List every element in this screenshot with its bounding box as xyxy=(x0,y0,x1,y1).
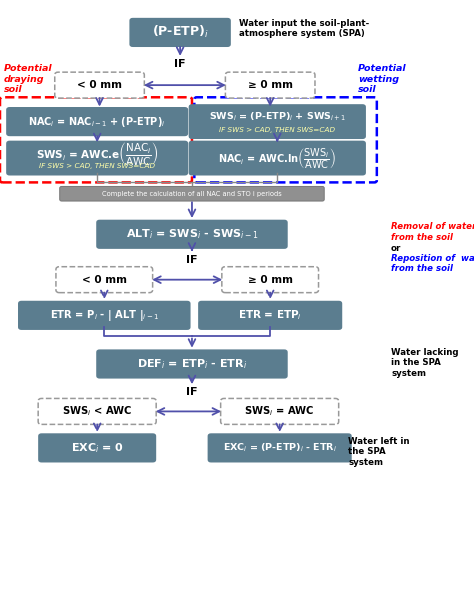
FancyBboxPatch shape xyxy=(6,140,188,176)
FancyBboxPatch shape xyxy=(18,301,191,330)
Text: ≥ 0 mm: ≥ 0 mm xyxy=(248,80,292,90)
FancyBboxPatch shape xyxy=(221,398,338,424)
Text: Complete the calculation of all NAC and STO i periods: Complete the calculation of all NAC and … xyxy=(102,191,282,197)
Text: EXC$_i$ = (P-ETP)$_i$ - ETR$_i$: EXC$_i$ = (P-ETP)$_i$ - ETR$_i$ xyxy=(223,441,337,454)
Text: NAC$_i$ = AWC.ln$\left(\dfrac{\mathrm{SWS}_i}{\mathrm{AWC}}\right)$: NAC$_i$ = AWC.ln$\left(\dfrac{\mathrm{SW… xyxy=(219,145,336,171)
FancyBboxPatch shape xyxy=(55,72,145,98)
Text: Potential
wetting
soil: Potential wetting soil xyxy=(358,64,407,94)
Text: IF: IF xyxy=(186,255,198,265)
Text: < 0 mm: < 0 mm xyxy=(77,80,122,90)
Text: Removal of water: Removal of water xyxy=(391,223,474,232)
Text: or: or xyxy=(391,244,401,252)
Text: ≥ 0 mm: ≥ 0 mm xyxy=(248,275,292,285)
Text: from the soil: from the soil xyxy=(391,233,453,241)
Text: DEF$_i$ = ETP$_i$ - ETR$_i$: DEF$_i$ = ETP$_i$ - ETR$_i$ xyxy=(137,357,247,371)
Text: Potential
draying
soil: Potential draying soil xyxy=(4,64,53,94)
Text: Water lacking
in the SPA
system: Water lacking in the SPA system xyxy=(391,348,458,378)
FancyBboxPatch shape xyxy=(129,18,231,47)
Text: SWS$_i$ = AWC: SWS$_i$ = AWC xyxy=(245,404,315,418)
FancyBboxPatch shape xyxy=(222,267,319,292)
FancyBboxPatch shape xyxy=(96,350,288,379)
Text: IF: IF xyxy=(186,387,198,398)
Text: Water left in
the SPA
system: Water left in the SPA system xyxy=(348,437,410,467)
Text: SWS$_i$ = AWC.e$\left(\dfrac{\mathrm{NAC}_i}{\mathrm{AWC}}\right)$: SWS$_i$ = AWC.e$\left(\dfrac{\mathrm{NAC… xyxy=(36,140,158,167)
FancyBboxPatch shape xyxy=(60,187,324,201)
FancyBboxPatch shape xyxy=(6,107,188,136)
Text: SWS$_i$ < AWC: SWS$_i$ < AWC xyxy=(62,404,132,418)
Text: Reposition of  water: Reposition of water xyxy=(391,254,474,263)
Text: IF: IF xyxy=(174,59,186,69)
FancyBboxPatch shape xyxy=(208,434,352,463)
FancyBboxPatch shape xyxy=(198,301,342,330)
FancyBboxPatch shape xyxy=(189,140,366,176)
Text: SWS$_i$ = (P-ETP)$_i$ + SWS$_{i+1}$: SWS$_i$ = (P-ETP)$_i$ + SWS$_{i+1}$ xyxy=(209,111,346,123)
Text: EXC$_i$ = 0: EXC$_i$ = 0 xyxy=(71,441,124,455)
Text: ETR = ETP$_i$: ETR = ETP$_i$ xyxy=(238,308,302,322)
FancyBboxPatch shape xyxy=(38,398,156,424)
Text: (P-ETP)$_i$: (P-ETP)$_i$ xyxy=(152,24,209,41)
Text: from the soil: from the soil xyxy=(391,264,453,273)
Text: ALT$_i$ = SWS$_i$ - SWS$_{i-1}$: ALT$_i$ = SWS$_i$ - SWS$_{i-1}$ xyxy=(126,227,258,241)
Text: NAC$_i$ = NAC$_{i-1}$ + (P-ETP)$_i$: NAC$_i$ = NAC$_{i-1}$ + (P-ETP)$_i$ xyxy=(28,114,166,129)
FancyBboxPatch shape xyxy=(56,267,153,292)
Text: Water input the soil-plant-
atmosphere system (SPA): Water input the soil-plant- atmosphere s… xyxy=(239,19,370,38)
Text: IF SWS > CAD, THEN SWS=CAD: IF SWS > CAD, THEN SWS=CAD xyxy=(39,164,155,169)
Text: ETR = P$_i$ - | ALT |$_{i-1}$: ETR = P$_i$ - | ALT |$_{i-1}$ xyxy=(50,308,159,323)
FancyBboxPatch shape xyxy=(189,104,366,139)
FancyBboxPatch shape xyxy=(96,219,288,249)
FancyBboxPatch shape xyxy=(38,434,156,463)
FancyBboxPatch shape xyxy=(226,72,315,98)
Text: < 0 mm: < 0 mm xyxy=(82,275,127,285)
Text: IF SWS > CAD, THEN SWS=CAD: IF SWS > CAD, THEN SWS=CAD xyxy=(219,127,335,133)
